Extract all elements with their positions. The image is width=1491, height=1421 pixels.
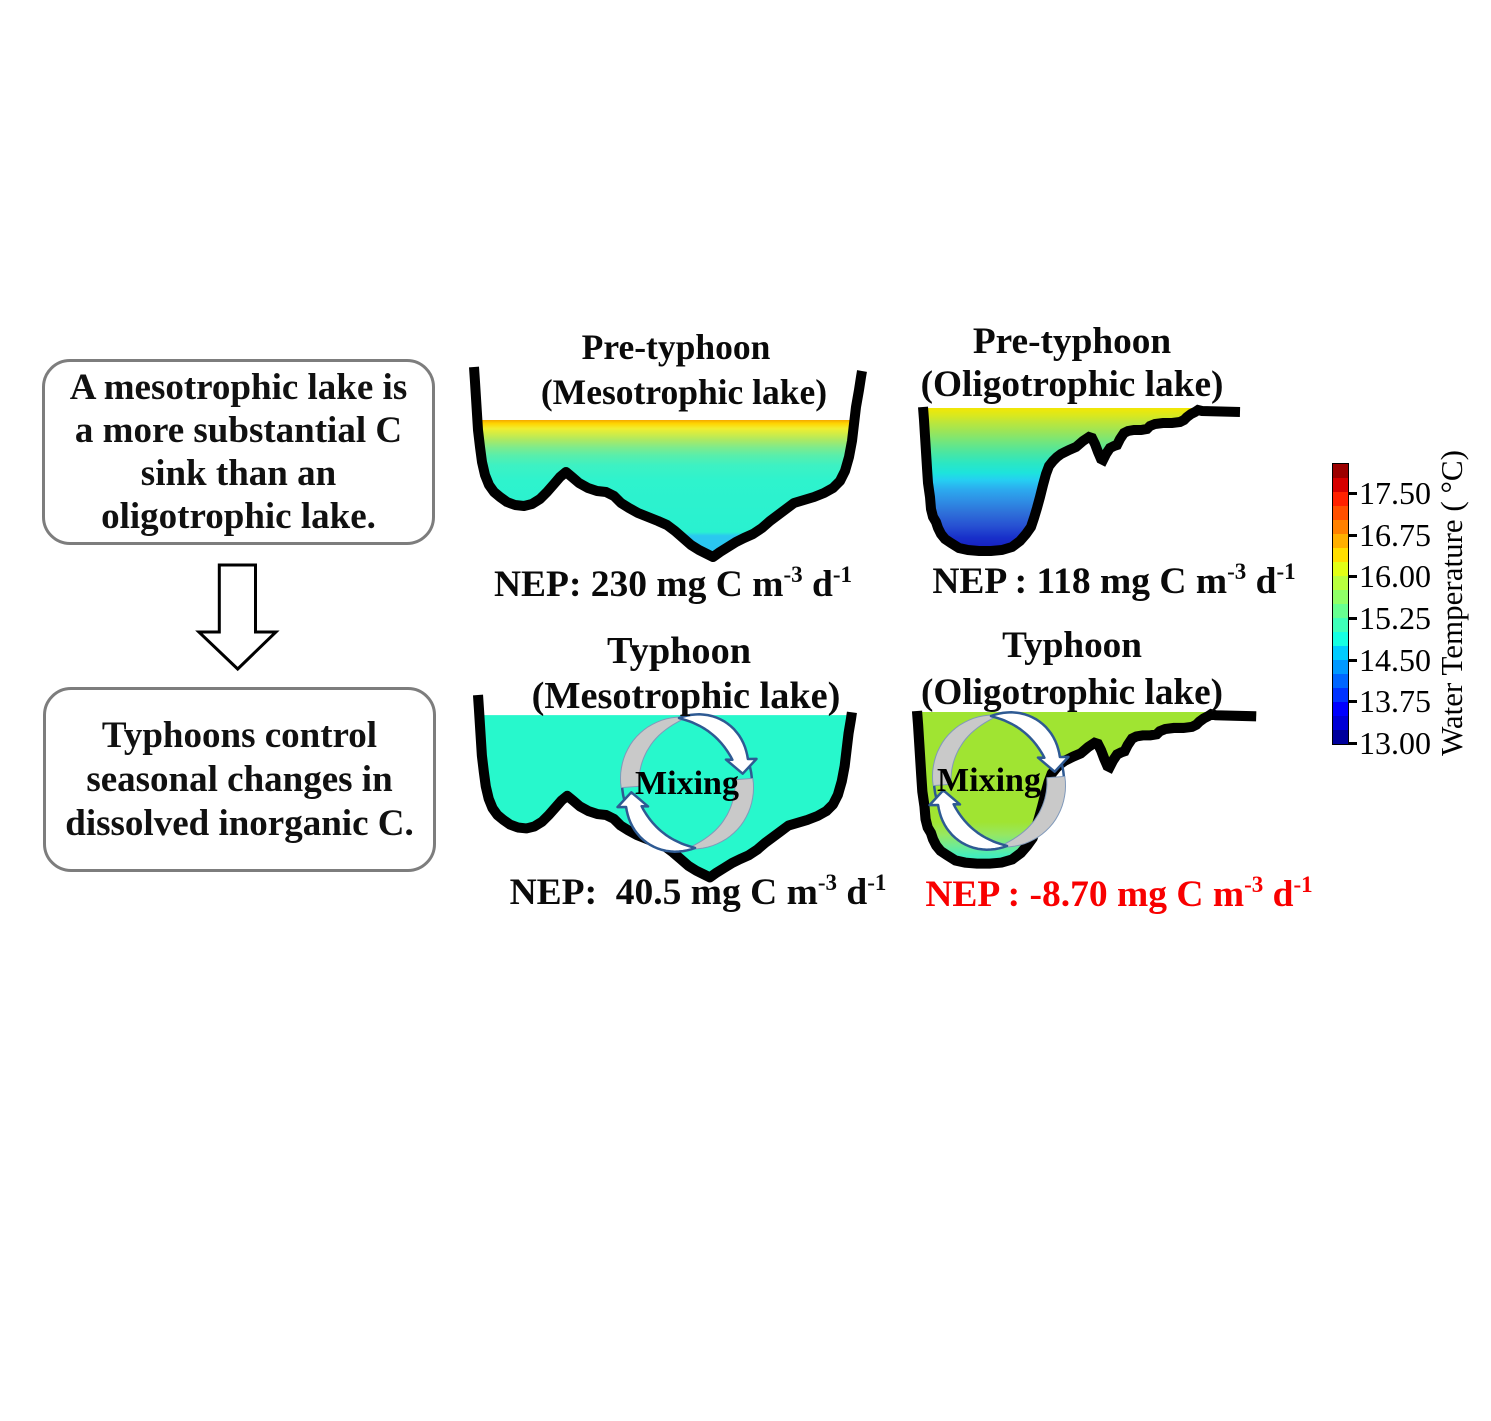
- svg-text:Mixing: Mixing: [635, 765, 739, 802]
- svg-text:Mixing: Mixing: [937, 762, 1041, 799]
